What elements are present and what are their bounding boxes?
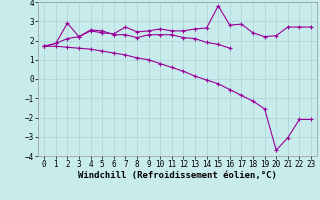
X-axis label: Windchill (Refroidissement éolien,°C): Windchill (Refroidissement éolien,°C)	[78, 171, 277, 180]
